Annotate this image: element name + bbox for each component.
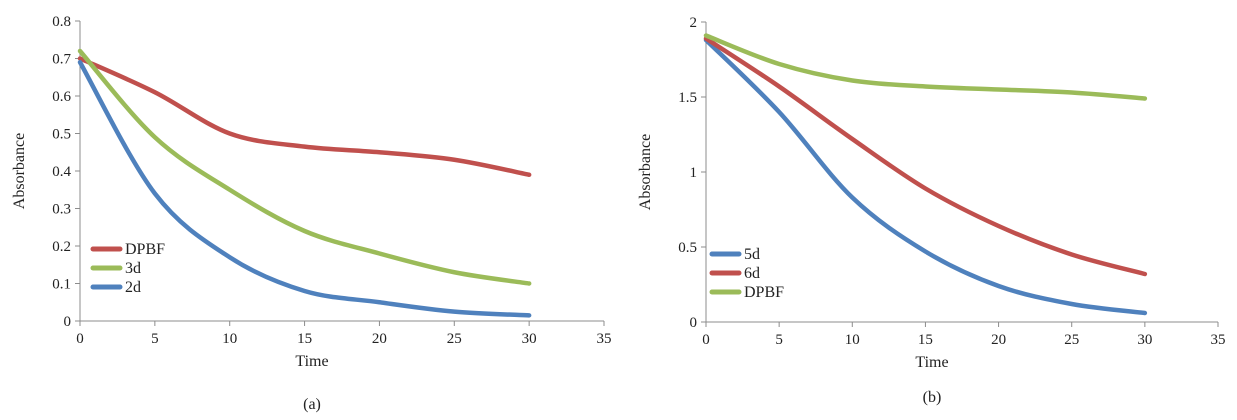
x-tick-label: 5 — [775, 332, 783, 348]
series-line-DPBF — [77, 56, 532, 177]
y-tick-label: 2 — [690, 15, 698, 31]
y-tick-label: 1 — [690, 165, 698, 181]
x-tick-label: 30 — [522, 331, 537, 347]
y-tick-label: 0.8 — [52, 14, 71, 30]
series-line-3d — [77, 48, 532, 286]
y-tick-label: 0.6 — [52, 89, 71, 105]
x-tick-label: 30 — [1137, 332, 1152, 348]
y-tick-label: 0.1 — [52, 277, 71, 293]
y-tick-label: 0.4 — [52, 164, 71, 180]
chart-panel-1: 0 5 10 15 20 25 30 35 0 0.1 0.2 0.3 0.4 0.5 0.6 0.7 0.8 T… — [11, 14, 612, 413]
x-tick-label: 20 — [991, 332, 1006, 348]
x-tick-label: 25 — [1064, 332, 1079, 348]
x-tick-label: 35 — [597, 331, 612, 347]
x-tick-label: 0 — [702, 332, 710, 348]
y-axis-title: Absorbance — [11, 133, 28, 209]
x-tick-label: 10 — [222, 331, 237, 347]
x-tick-label: 15 — [918, 332, 933, 348]
x-tick-label: 20 — [372, 331, 387, 347]
series-line-6d — [703, 36, 1148, 277]
y-tick-label: 0.2 — [52, 239, 71, 255]
y-tick-label: 0.7 — [52, 52, 71, 68]
legend-label: 6d — [744, 265, 760, 282]
x-axis-title: Time — [915, 354, 948, 371]
x-tick-label: 5 — [151, 331, 159, 347]
x-tick-label: 35 — [1211, 332, 1226, 348]
y-tick-label: 0.3 — [52, 202, 71, 218]
y-tick-label: 0 — [690, 315, 698, 331]
y-axis-title: Absorbance — [637, 134, 654, 210]
series-line-2d — [77, 60, 532, 318]
x-tick-label: 25 — [447, 331, 462, 347]
y-tick-label: 0.5 — [678, 240, 697, 256]
x-tick-label: 15 — [297, 331, 312, 347]
legend-label: DPBF — [744, 284, 784, 301]
legend-label: DPBF — [125, 241, 165, 258]
x-axis-title: Time — [295, 353, 328, 370]
y-tick-label: 1.5 — [678, 90, 697, 106]
y-tick-label: 0 — [64, 314, 72, 330]
y-tick-label: 0.5 — [52, 127, 71, 143]
x-tick-label: 10 — [845, 332, 860, 348]
legend-label: 2d — [125, 279, 141, 296]
series-line-DPBF — [703, 33, 1148, 101]
legend-label: 5d — [744, 246, 760, 263]
legend-label: 3d — [125, 260, 141, 277]
chart-panel-2: 0 5 10 15 20 25 30 35 0 0.5 1 1.5 2 Time Absorbance 5d 6… — [637, 15, 1226, 406]
figure-caption: (a) — [303, 396, 321, 413]
series-line-5d — [703, 37, 1148, 316]
figure-caption: (b) — [923, 389, 942, 406]
x-tick-label: 0 — [76, 331, 84, 347]
